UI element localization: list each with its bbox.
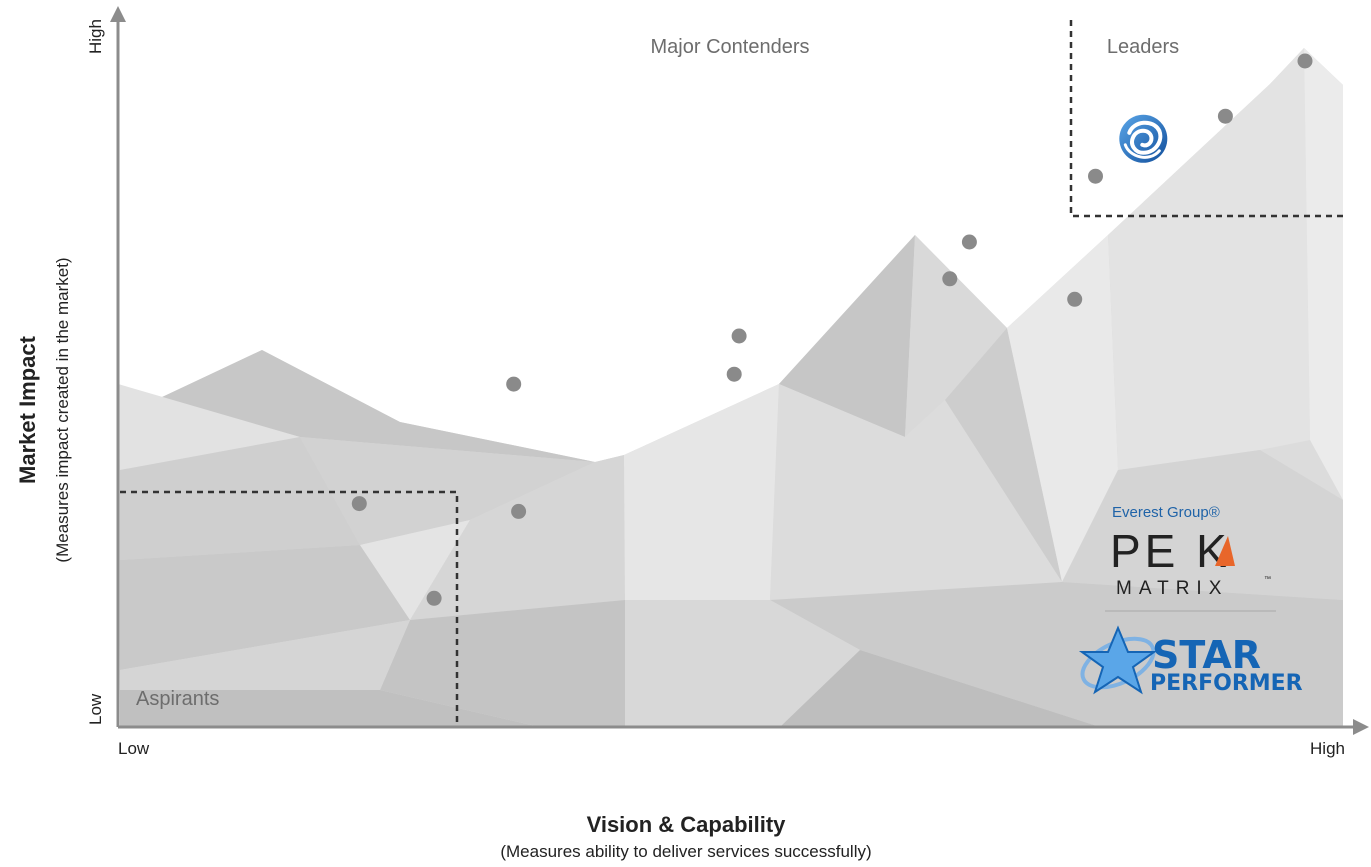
trademark-label: ™ (1264, 576, 1271, 583)
y-tick-low: Low (86, 693, 105, 725)
data-point-3 (506, 376, 522, 392)
performer-label: PERFORMER (1150, 671, 1303, 696)
data-point-5 (726, 366, 742, 382)
data-point-4 (511, 503, 527, 519)
x-axis-subtitle: (Measures ability to deliver services su… (500, 842, 871, 861)
region-boundaries (120, 20, 1343, 727)
matrix-label: MATRIX (1116, 578, 1228, 599)
quadrant-label-leaders: Leaders (1107, 36, 1179, 58)
data-point-11 (1217, 108, 1233, 124)
y-axis-arrow (110, 6, 126, 22)
data-point-7 (942, 271, 958, 287)
y-tick-high: High (86, 19, 105, 54)
axes (110, 6, 1369, 735)
everest-group-label: Everest Group® (1112, 504, 1220, 521)
mountain-background (118, 48, 1343, 727)
x-axis-arrow (1353, 719, 1369, 735)
data-point-2 (426, 590, 442, 606)
x-tick-high: High (1310, 739, 1345, 758)
data-point-1 (351, 496, 367, 512)
data-points (351, 53, 1313, 606)
star-performer-icon (1078, 625, 1158, 695)
peak-matrix-badge: Everest Group® PE K MATRIX ™ STAR PERFOR… (1078, 504, 1303, 696)
aspirants-boundary (120, 490, 459, 727)
peak-a-accent-icon (1215, 536, 1235, 566)
x-axis-title: Vision & Capability (587, 812, 787, 837)
quadrant-label-major-contenders: Major Contenders (651, 36, 810, 58)
data-point-10 (1088, 168, 1103, 184)
data-point-6 (731, 328, 747, 344)
blue-swirl-logo-icon (1119, 114, 1168, 163)
leaders-boundary (1069, 20, 1343, 218)
star-label: STAR (1152, 633, 1261, 677)
peak-label: PE K (1110, 525, 1231, 577)
data-point-8 (961, 234, 977, 250)
data-point-9 (1067, 291, 1083, 307)
y-axis-title: Market Impact (15, 335, 40, 484)
y-axis-subtitle: (Measures impact created in the market) (53, 257, 72, 562)
x-tick-low: Low (118, 739, 150, 758)
data-point-12 (1297, 53, 1313, 69)
quadrant-label-aspirants: Aspirants (136, 688, 219, 710)
